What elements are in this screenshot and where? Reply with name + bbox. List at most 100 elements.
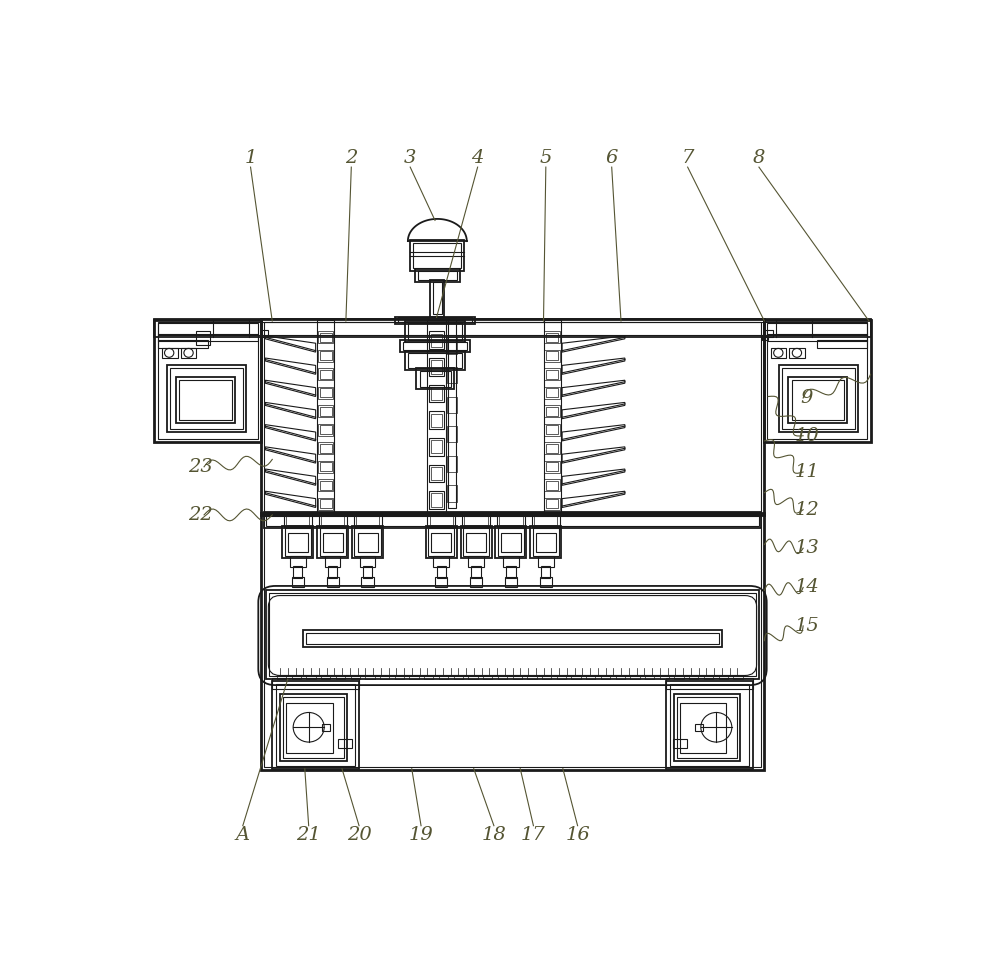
Bar [283, 697, 344, 757]
Bar [544, 320, 561, 513]
Bar [158, 322, 867, 335]
Bar [320, 480, 332, 490]
Bar [395, 316, 475, 324]
Bar [447, 367, 457, 383]
Bar [277, 675, 286, 679]
Bar [674, 675, 684, 679]
Bar [733, 675, 743, 679]
Bar [306, 675, 316, 679]
Bar [338, 739, 352, 748]
Bar [630, 675, 640, 679]
Text: 6: 6 [606, 149, 618, 167]
Bar [290, 555, 306, 567]
Bar [673, 739, 687, 748]
Bar [433, 282, 442, 314]
Bar [439, 675, 448, 679]
Bar [286, 516, 309, 525]
Bar [336, 675, 345, 679]
Bar [269, 593, 756, 677]
Bar [266, 514, 759, 526]
Bar [266, 590, 759, 679]
Bar [356, 516, 379, 525]
Bar [544, 387, 560, 399]
Bar [447, 485, 457, 502]
Bar [318, 332, 333, 343]
Bar [464, 516, 488, 525]
Bar [176, 378, 235, 423]
Bar [431, 413, 442, 427]
Bar [320, 426, 332, 434]
Bar [429, 332, 444, 349]
Text: 21: 21 [296, 825, 321, 844]
Text: 8: 8 [753, 149, 765, 167]
Text: 1: 1 [244, 149, 257, 167]
Bar [261, 319, 764, 515]
Bar [571, 675, 581, 679]
Bar [674, 694, 740, 760]
Bar [320, 444, 332, 453]
Bar [318, 498, 333, 509]
Bar [318, 442, 333, 455]
Bar [416, 368, 454, 389]
Bar [354, 529, 381, 555]
Bar [317, 526, 348, 557]
Bar [264, 516, 761, 767]
Bar [408, 323, 462, 339]
Text: 9: 9 [801, 389, 813, 407]
Bar [495, 526, 526, 557]
Bar [471, 566, 481, 578]
Bar [546, 462, 558, 471]
Bar [320, 407, 332, 416]
Bar [429, 411, 444, 429]
Bar [431, 532, 451, 552]
Bar [415, 269, 460, 282]
Bar [431, 440, 442, 454]
Bar [320, 462, 332, 471]
Bar [328, 566, 337, 578]
Bar [318, 424, 333, 435]
Bar [544, 406, 560, 417]
Text: 7: 7 [681, 149, 694, 167]
Bar [542, 675, 551, 679]
Bar [689, 675, 698, 679]
Bar [292, 675, 301, 679]
Bar [788, 378, 847, 423]
Bar [779, 365, 858, 432]
Bar [282, 526, 313, 557]
Bar [546, 407, 558, 416]
Bar [317, 320, 334, 513]
Bar [789, 348, 805, 358]
Bar [264, 322, 761, 512]
Bar [284, 513, 312, 527]
Bar [426, 526, 457, 557]
Bar [512, 675, 522, 679]
Bar [325, 555, 340, 567]
Bar [461, 526, 492, 557]
Bar [365, 675, 375, 679]
Text: 16: 16 [565, 825, 590, 844]
Bar [767, 323, 867, 439]
Bar [319, 513, 347, 527]
Bar [320, 529, 346, 555]
Bar [154, 320, 261, 442]
Bar [557, 675, 566, 679]
Bar [660, 675, 669, 679]
Bar [466, 532, 486, 552]
Bar [501, 532, 521, 552]
Bar [158, 323, 258, 439]
Bar [499, 516, 523, 525]
Bar [546, 426, 558, 434]
Bar [272, 678, 359, 689]
Bar [380, 675, 389, 679]
Bar [431, 387, 442, 400]
Bar [762, 335, 768, 340]
Bar [428, 529, 454, 555]
Bar [318, 461, 333, 473]
Bar [538, 555, 554, 567]
Bar [326, 577, 339, 587]
Bar [429, 464, 444, 482]
Bar [429, 384, 444, 403]
Bar [704, 675, 713, 679]
Bar [424, 675, 433, 679]
Bar [427, 320, 446, 513]
